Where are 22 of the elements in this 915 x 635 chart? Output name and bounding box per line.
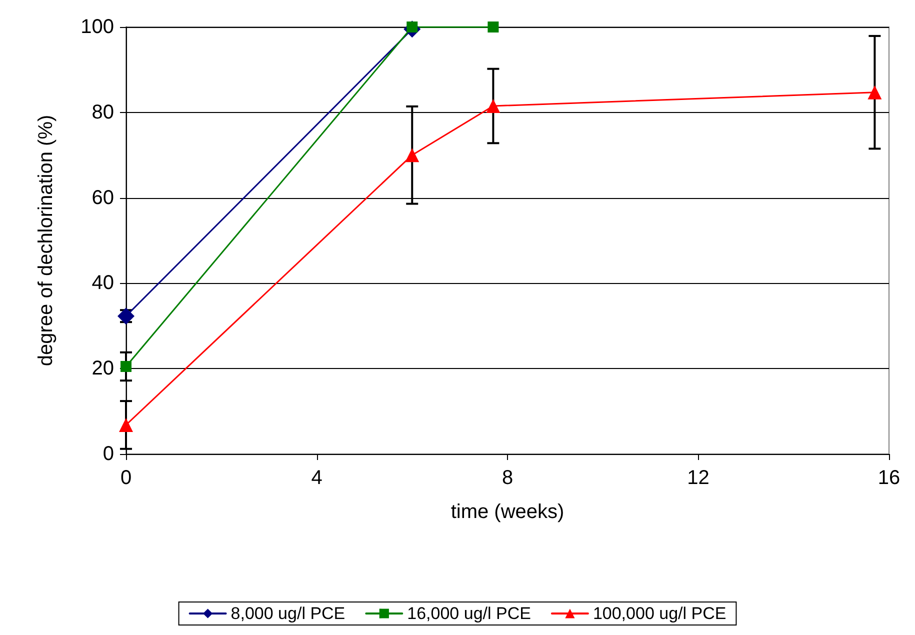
legend-label: 16,000 ug/l PCE <box>407 604 531 623</box>
legend-label: 8,000 ug/l PCE <box>230 604 346 623</box>
y-tick-label: 100 <box>80 16 114 38</box>
y-tick-label: 20 <box>92 358 114 380</box>
legend-label: 100,000 ug/l PCE <box>592 604 726 623</box>
x-axis-title: time (weeks) <box>450 501 564 523</box>
point <box>405 148 420 162</box>
x-tick-label: 0 <box>120 467 132 489</box>
x-tick-label: 12 <box>687 467 710 489</box>
y-tick-label: 60 <box>92 186 114 209</box>
y-tick-label: 0 <box>102 443 114 465</box>
point <box>868 85 882 100</box>
point <box>118 308 134 325</box>
x-tick-label: 8 <box>502 467 514 489</box>
y-tick-label: 40 <box>92 272 114 294</box>
point <box>119 418 133 432</box>
x-tick-label: 16 <box>878 467 900 489</box>
y-tick-label: 80 <box>92 101 114 124</box>
x-tick-label: 4 <box>311 467 322 489</box>
point <box>488 22 499 32</box>
point <box>486 98 500 113</box>
y-axis-title: degree of dechlorination (%) <box>35 114 57 366</box>
